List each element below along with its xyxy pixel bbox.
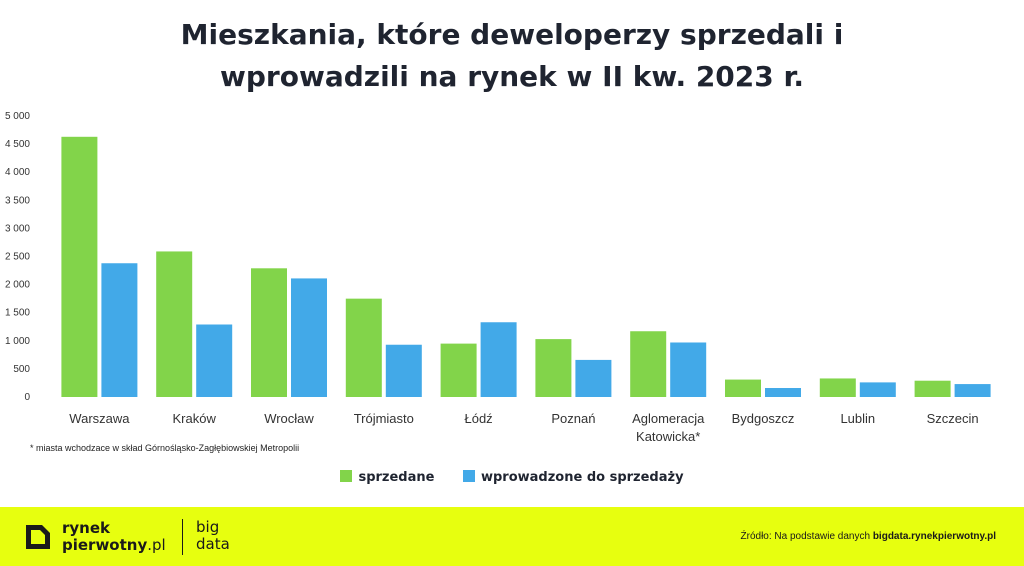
- legend-label-introduced: wprowadzone do sprzedaży: [480, 470, 684, 485]
- x-category-label: Katowicka*: [636, 429, 700, 444]
- y-tick-label: 4 000: [5, 167, 30, 178]
- source-note: Źródło: Na podstawie danych bigdata.ryne…: [741, 531, 996, 542]
- bar-sold: [914, 380, 951, 397]
- bar-chart: 0 500 1 000 1 500 2 000 2 500 3 000 3 500 4 000 4…: [5, 111, 991, 444]
- big-data-line-1: big: [196, 518, 220, 536]
- brand-line-2-light: .pl: [147, 536, 166, 554]
- brand-line-1: rynek: [62, 519, 111, 537]
- bar-introduced: [765, 388, 801, 397]
- bar-introduced: [859, 382, 896, 397]
- chart-title-line-1: Mieszkania, które deweloperzy sprzedali …: [180, 18, 844, 51]
- brand-line-2-bold: pierwotny: [62, 536, 148, 554]
- footer-bar: rynek pierwotny.pl big data Źródło: Na p…: [0, 507, 1024, 566]
- y-tick-label: 4 500: [5, 139, 30, 150]
- x-category-label: Aglomeracja: [632, 411, 705, 426]
- y-tick-label: 2 500: [5, 252, 30, 263]
- big-data-logo: big data: [196, 519, 230, 553]
- chart-title: Mieszkania, które deweloperzy sprzedali …: [0, 14, 1024, 98]
- y-tick-label: 5 000: [5, 111, 30, 122]
- source-link: bigdata.rynekpierwotny.pl: [872, 531, 996, 542]
- legend-label-sold: sprzedane: [358, 470, 435, 485]
- logo-divider: [182, 519, 183, 555]
- x-category-label: Trójmiasto: [354, 411, 414, 426]
- bar-sold: [156, 251, 193, 397]
- y-tick-label: 500: [13, 364, 30, 375]
- y-tick-label: 3 000: [5, 223, 30, 234]
- bar-sold: [440, 343, 477, 397]
- bar-introduced: [291, 278, 327, 397]
- source-prefix: Źródło: Na podstawie danych: [740, 531, 871, 542]
- legend: sprzedane wprowadzone do sprzedaży: [0, 470, 1024, 485]
- x-category-label: Lublin: [840, 411, 875, 426]
- x-category-label: Warszawa: [69, 411, 130, 426]
- legend-item-sold: sprzedane: [340, 470, 434, 485]
- footnote: * miasta wchodzace w skład Górnośląsko-Z…: [30, 443, 300, 453]
- brand-logo-text: rynek pierwotny.pl: [62, 520, 166, 554]
- rynekpierwotny-logo-icon: [26, 525, 50, 549]
- bar-introduced: [101, 263, 138, 397]
- bar-introduced: [670, 342, 707, 397]
- bar-sold: [61, 136, 98, 397]
- bar-sold: [251, 268, 287, 397]
- big-data-line-2: data: [196, 535, 230, 553]
- bar-sold: [630, 331, 667, 397]
- x-category-label: Bydgoszcz: [732, 411, 795, 426]
- x-category-label: Poznań: [551, 411, 595, 426]
- legend-swatch-introduced: [462, 470, 475, 482]
- x-category-label: Łódź: [464, 411, 492, 426]
- y-tick-label: 1 500: [5, 308, 30, 319]
- y-tick-label: 2 000: [5, 280, 30, 291]
- y-tick-label: 3 500: [5, 195, 30, 206]
- bar-introduced: [954, 384, 991, 397]
- bar-sold: [819, 378, 856, 397]
- y-tick-label: 1 000: [5, 336, 30, 347]
- x-category-label: Wrocław: [264, 411, 314, 426]
- bar-introduced: [385, 344, 422, 397]
- chart-title-line-2: wprowadzili na rynek w II kw. 2023 r.: [220, 60, 804, 93]
- bar-sold: [725, 379, 761, 397]
- x-category-label: Szczecin: [927, 411, 979, 426]
- legend-swatch-sold: [340, 470, 353, 482]
- bar-introduced: [575, 359, 612, 397]
- y-tick-label: 0: [24, 392, 30, 403]
- legend-item-introduced: wprowadzone do sprzedaży: [462, 470, 684, 485]
- bar-sold: [535, 339, 572, 397]
- bar-introduced: [196, 324, 233, 397]
- bar-introduced: [480, 322, 517, 397]
- bar-sold: [345, 298, 382, 397]
- x-category-label: Kraków: [173, 411, 217, 426]
